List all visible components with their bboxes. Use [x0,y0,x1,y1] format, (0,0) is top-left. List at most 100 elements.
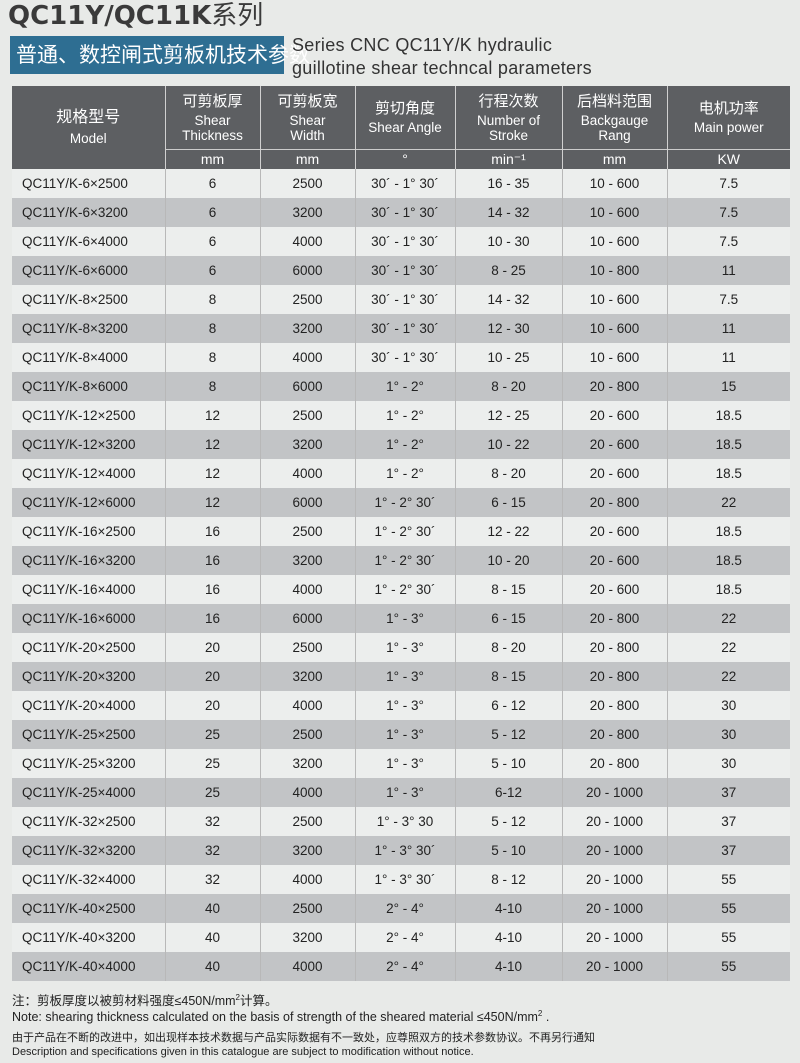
header-cn: 可剪板厚 [182,92,243,110]
table-cell: 8 - 12 [455,865,563,894]
table-row: QC11Y/K-12×4000 12 4000 1° - 2° 8 - 20 20 - 6… [12,459,790,488]
table-cell: 6000 [260,256,356,285]
unit-header: ° [355,149,456,169]
header-en: Shear Angle [368,120,442,135]
table-cell: 3200 [260,198,356,227]
table-cell: 20 - 1000 [562,836,668,865]
table-cell: 6 [165,198,261,227]
table-row: QC11Y/K-32×3200 32 3200 1° - 3° 30´ 5 - 10 20… [12,836,790,865]
unit-header: mm [165,149,261,169]
table-cell: 32 [165,865,261,894]
series-code: QC11Y/QC11K [8,1,212,31]
table-cell: QC11Y/K-16×2500 [12,517,166,546]
table-row: QC11Y/K-12×2500 12 2500 1° - 2° 12 - 25 20 - … [12,401,790,430]
table-cell: 25 [165,778,261,807]
table-row: QC11Y/K-8×6000 8 6000 1° - 2° 8 - 20 20 - 800… [12,372,790,401]
column-header: 可剪板宽 Shear Width [260,86,356,150]
table-cell: 16 [165,575,261,604]
table-cell: 2° - 4° [355,894,456,923]
column-header: 规格型号 Model [12,86,166,169]
table-cell: 32 [165,836,261,865]
header-en: Number of Stroke [476,112,541,143]
table-cell: 2500 [260,517,356,546]
table-cell: 1° - 3° [355,749,456,778]
table-cell: 6-12 [455,778,563,807]
table-cell: 2500 [260,401,356,430]
header-cn: 后档料范围 [576,92,652,110]
table-cell: 5 - 12 [455,807,563,836]
table-cell: QC11Y/K-40×2500 [12,894,166,923]
table-cell: 10 - 20 [455,546,563,575]
table-cell: 1° - 2° 30´ [355,517,456,546]
table-row: QC11Y/K-32×2500 32 2500 1° - 3° 30 5 - 12 20 … [12,807,790,836]
table-cell: QC11Y/K-25×4000 [12,778,166,807]
table-cell: QC11Y/K-32×2500 [12,807,166,836]
english-title-line1: Series CNC QC11Y/K hydraulic [292,35,553,55]
header-cn: 可剪板宽 [277,92,338,110]
table-cell: 20 - 600 [562,401,668,430]
table-cell: 14 - 32 [455,285,563,314]
table-cell: 3200 [260,749,356,778]
english-title-line2: guillotine shear techncal parameters [292,58,592,78]
table-cell: 37 [667,807,790,836]
table-cell: QC11Y/K-12×3200 [12,430,166,459]
table-cell: 12 [165,430,261,459]
table-cell: QC11Y/K-20×4000 [12,691,166,720]
table-row: QC11Y/K-8×4000 8 4000 30´ - 1° 30´ 10 - 25 10… [12,343,790,372]
header-cn: 规格型号 [56,109,121,126]
table-cell: 1° - 2° [355,401,456,430]
table-cell: 20 - 800 [562,749,668,778]
column-header: 后档料范围 Backgauge Rang [562,86,668,150]
table-row: QC11Y/K-25×2500 25 2500 1° - 3° 5 - 12 20 - 8… [12,720,790,749]
table-cell: 11 [667,343,790,372]
table-cell: 2500 [260,633,356,662]
note-cn-superscript: 2 [235,992,240,1002]
table-cell: 8 - 20 [455,459,563,488]
table-cell: 12 - 30 [455,314,563,343]
english-title: Series CNC QC11Y/K hydraulic guillotine s… [292,34,592,80]
table-cell: 18.5 [667,546,790,575]
table-cell: 20 - 1000 [562,894,668,923]
table-cell: 7.5 [667,198,790,227]
table-cell: QC11Y/K-40×4000 [12,952,166,981]
table-cell: 1° - 3° [355,633,456,662]
table-cell: 20 - 1000 [562,778,668,807]
table-row: QC11Y/K-8×3200 8 3200 30´ - 1° 30´ 12 - 30 10… [12,314,790,343]
table-row: QC11Y/K-40×2500 40 2500 2° - 4° 4-10 20 - 100… [12,894,790,923]
table-cell: QC11Y/K-12×6000 [12,488,166,517]
table-cell: QC11Y/K-8×3200 [12,314,166,343]
table-cell: 6000 [260,604,356,633]
table-cell: QC11Y/K-6×3200 [12,198,166,227]
table-cell: QC11Y/K-6×4000 [12,227,166,256]
table-cell: 8 - 20 [455,372,563,401]
table-cell: QC11Y/K-6×6000 [12,256,166,285]
table-cell: 3200 [260,836,356,865]
table-cell: 6000 [260,488,356,517]
table-cell: 1° - 3° 30´ [355,836,456,865]
table-cell: 4-10 [455,923,563,952]
table-cell: 6 [165,256,261,285]
table-cell: 40 [165,923,261,952]
table-cell: 30´ - 1° 30´ [355,256,456,285]
table-cell: 2500 [260,720,356,749]
table-cell: 12 - 22 [455,517,563,546]
table-cell: 4000 [260,459,356,488]
table-row: QC11Y/K-8×2500 8 2500 30´ - 1° 30´ 14 - 32 10… [12,285,790,314]
table-cell: QC11Y/K-8×6000 [12,372,166,401]
table-cell: 10 - 600 [562,285,668,314]
table-cell: 12 - 25 [455,401,563,430]
table-row: QC11Y/K-25×3200 25 3200 1° - 3° 5 - 10 20 - 8… [12,749,790,778]
table-cell: 6 - 15 [455,488,563,517]
title-band: 普通、数控闸式剪板机技术参数 [10,36,310,74]
table-cell: 6 - 12 [455,691,563,720]
table-cell: 55 [667,865,790,894]
table-cell: 8 - 15 [455,575,563,604]
table-cell: 20 - 600 [562,517,668,546]
table-cell: 10 - 800 [562,256,668,285]
table-cell: 12 [165,401,261,430]
table-row: QC11Y/K-6×6000 6 6000 30´ - 1° 30´ 8 - 25 10 … [12,256,790,285]
table-cell: 20 - 800 [562,488,668,517]
table-cell: 4-10 [455,894,563,923]
table-cell: 1° - 3° 30´ [355,865,456,894]
disclaimer-en: Description and specifications given in … [12,1046,474,1058]
